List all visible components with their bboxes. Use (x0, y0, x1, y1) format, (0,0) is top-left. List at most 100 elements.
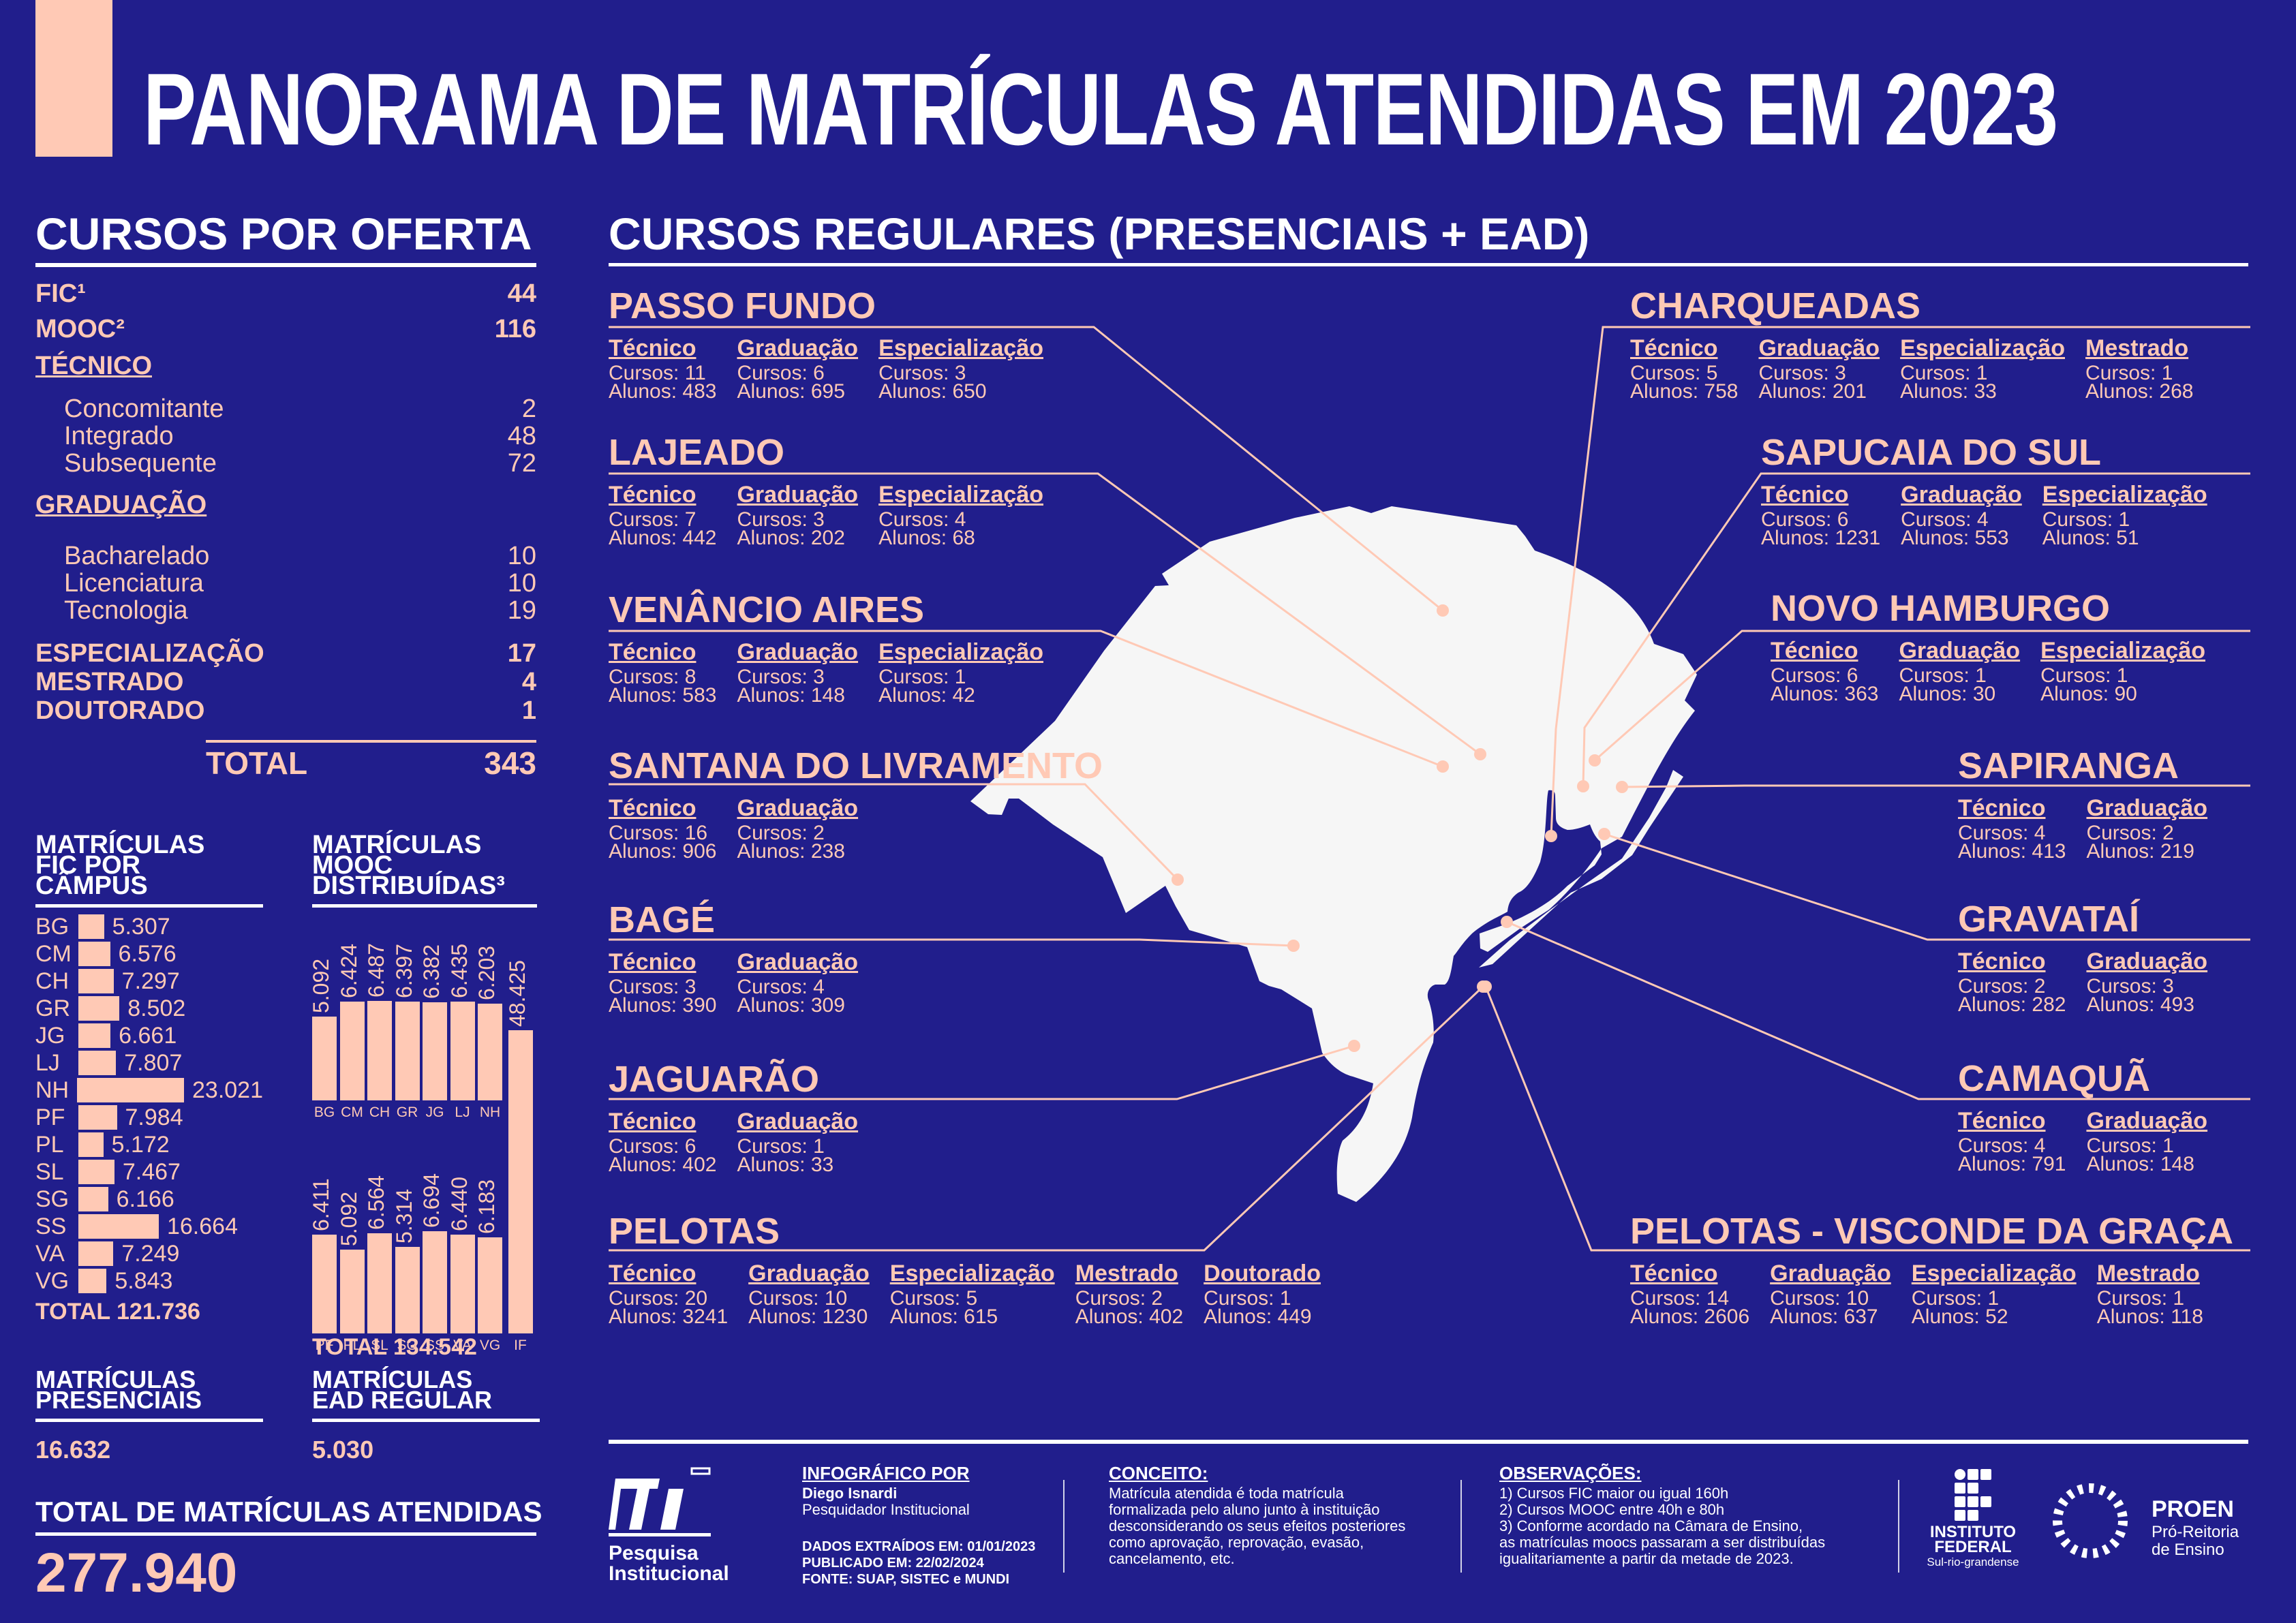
mooc-value-label: 6.694 (419, 1173, 444, 1228)
oferta-label: FIC¹ (35, 279, 86, 308)
total-atendidas-panel: TOTAL DE MATRÍCULAS ATENDIDAS 277.940 (35, 1496, 542, 1605)
proen-logo-line2: Pró-Reitoria (2152, 1523, 2239, 1541)
campus-marker-pelotas-visconde-da-graca (1480, 980, 1492, 993)
alunos-count: Alunos: 52 (1911, 1305, 2008, 1328)
alunos-count: Alunos: 483 (609, 380, 717, 403)
mooc-value-label: 6.382 (419, 944, 444, 999)
oferta-row-especializacao: ESPECIALIZAÇÃO 17 (35, 639, 536, 668)
course-level-heading: Graduação (1770, 1261, 1891, 1286)
alunos-count: Alunos: 201 (1758, 380, 1867, 403)
course-level-column: Graduação Cursos: 3 Alunos: 201 (1758, 337, 1880, 403)
course-level-heading: Técnico (1958, 948, 2046, 974)
mooc-bar (450, 1001, 475, 1100)
alunos-count: Alunos: 442 (609, 527, 717, 549)
cursos-count: Cursos: 14 (1630, 1287, 1730, 1310)
campus-gravatai: GRAVATAÍ Técnico Cursos: 2 Alunos: 282 Gradu… (1958, 901, 2250, 1015)
oferta-label: DOUTORADO (35, 696, 205, 725)
oferta-value: 44 (507, 279, 536, 308)
course-level-column: Graduação Cursos: 1 Alunos: 33 (737, 1110, 858, 1176)
fic-total: TOTAL 121.736 (35, 1299, 200, 1325)
alunos-count: Alunos: 637 (1770, 1305, 1878, 1328)
campus-marker-venancio-aires (1437, 760, 1449, 773)
presenciais-title: MATRÍCULAS PRESENCIAIS (35, 1367, 263, 1422)
course-level-column: Especialização Cursos: 3 Alunos: 650 (878, 335, 1043, 402)
fic-value-label: 16.664 (166, 1213, 238, 1239)
mooc-value-label: 6.203 (474, 946, 499, 1001)
data-extracted: DADOS EXTRAÍDOS EM: 01/01/2023 (802, 1539, 1036, 1554)
course-level-column: Técnico Cursos: 5 Alunos: 758 (1630, 335, 1738, 402)
oferta-row-mestrado: MESTRADO 4 (35, 668, 536, 696)
mooc-category-label: JG (425, 1104, 444, 1120)
mooc-value-label: 6.411 (309, 1178, 333, 1232)
cursos-count: Cursos: 1 (1911, 1287, 2000, 1310)
fic-value-label: 7.249 (121, 1240, 180, 1267)
presenciais-panel: MATRÍCULAS PRESENCIAIS 16.632 (35, 1367, 263, 1464)
mooc-value-label: 6.424 (336, 943, 361, 998)
mooc-value-label: 6.487 (364, 942, 388, 998)
campus-course-columns: Técnico Cursos: 2 Alunos: 282 Graduação Curs… (1958, 948, 2250, 1015)
title-line: CÂMPUS (35, 871, 148, 900)
alunos-count: Alunos: 3241 (609, 1305, 729, 1328)
fic-bar-row: PL 5.172 (35, 1131, 263, 1158)
cursos-count: Cursos: 11 (609, 362, 706, 384)
alunos-count: Alunos: 68 (878, 527, 975, 549)
author-name: Diego Isnardi (802, 1485, 898, 1502)
title-line: MATRÍCULAS (35, 831, 205, 859)
course-level-column: Técnico Cursos: 14 Alunos: 2606 (1630, 1261, 1750, 1328)
fic-bar (78, 1105, 117, 1130)
fic-value-label: 5.843 (114, 1267, 173, 1294)
course-level-column: Graduação Cursos: 6 Alunos: 695 (737, 337, 858, 402)
mooc-value-label: 5.092 (336, 1191, 361, 1246)
mooc-category-label: VA (453, 1338, 472, 1353)
pi-logo: Pesquisa Institucional (609, 1465, 731, 1584)
oferta-total-value: 343 (484, 745, 536, 781)
campus-course-columns: Técnico Cursos: 20 Alunos: 3241 Graduação Cu… (609, 1261, 1321, 1328)
oferta-label: Licenciatura (64, 569, 204, 598)
alunos-count: Alunos: 2606 (1630, 1305, 1750, 1328)
course-level-heading: Especialização (878, 335, 1043, 361)
course-level-heading: Especialização (878, 639, 1043, 665)
oferta-value: 116 (494, 315, 536, 343)
cursos-count: Cursos: 1 (1204, 1287, 1291, 1310)
cursos-count: Cursos: 10 (748, 1287, 848, 1310)
campus-bage: BAGÉ Técnico Cursos: 3 Alunos: 390 Graduação… (609, 901, 1290, 1016)
course-level-heading: Graduação (737, 482, 859, 508)
alunos-count: Alunos: 268 (2085, 380, 2194, 403)
course-level-column: Especialização Cursos: 1 Alunos: 52 (1911, 1262, 2077, 1328)
fic-bar (78, 1241, 114, 1266)
fic-bar-row: NH 23.021 (35, 1077, 263, 1104)
oferta-label: Tecnologia (64, 596, 188, 625)
conceito-block: CONCEITO: Matrícula atendida é toda matr… (1109, 1464, 1463, 1567)
course-level-column: Graduação Cursos: 3 Alunos: 202 (737, 482, 859, 548)
course-level-heading: Graduação (737, 795, 859, 821)
mooc-category-label: CH (369, 1104, 391, 1120)
footer-divider (609, 1440, 2248, 1444)
cursos-count: Cursos: 1 (878, 666, 966, 688)
campus-course-columns: Técnico Cursos: 4 Alunos: 413 Graduação Curs… (1958, 797, 2250, 862)
alunos-count: Alunos: 33 (737, 1154, 834, 1176)
cursos-count: Cursos: 3 (2086, 975, 2174, 998)
course-level-column: Técnico Cursos: 6 Alunos: 363 (1771, 639, 1878, 705)
campus-name: CAMAQUÃ (1958, 1058, 2150, 1099)
ead-panel: MATRÍCULAS EAD REGULAR 5.030 (312, 1367, 540, 1464)
course-level-heading: Técnico (1630, 335, 1718, 361)
course-level-heading: Técnico (1630, 1261, 1718, 1286)
course-level-column: Graduação Cursos: 4 Alunos: 309 (737, 950, 858, 1016)
alunos-count: Alunos: 118 (2096, 1305, 2203, 1328)
campus-pelotas: PELOTAS Técnico Cursos: 20 Alunos: 3241 Grad… (609, 1213, 1321, 1328)
course-level-heading: Técnico (609, 1261, 697, 1286)
fic-bar (78, 1132, 104, 1157)
conceito-line: desconsiderando os seus efeitos posterio… (1109, 1517, 1406, 1534)
oferta-value: 2 (521, 395, 536, 423)
mooc-category-label: SG (397, 1338, 418, 1353)
data-source: FONTE: SUAP, SISTEC e MUNDI (802, 1572, 1010, 1587)
oferta-label: ESPECIALIZAÇÃO (35, 639, 264, 668)
fic-bar (78, 1269, 107, 1293)
fic-bar-row: VA 7.249 (35, 1240, 263, 1267)
proen-logo-line1: PROEN (2152, 1496, 2234, 1522)
course-level-heading: Especialização (2040, 638, 2205, 664)
page-title: PANORAMA DE MATRÍCULAS ATENDIDAS EM 2023 (143, 52, 2058, 166)
course-level-column: Graduação Cursos: 1 Alunos: 148 (2086, 1109, 2207, 1175)
fic-bar (78, 1187, 108, 1211)
fic-category-label: CH (35, 968, 70, 994)
